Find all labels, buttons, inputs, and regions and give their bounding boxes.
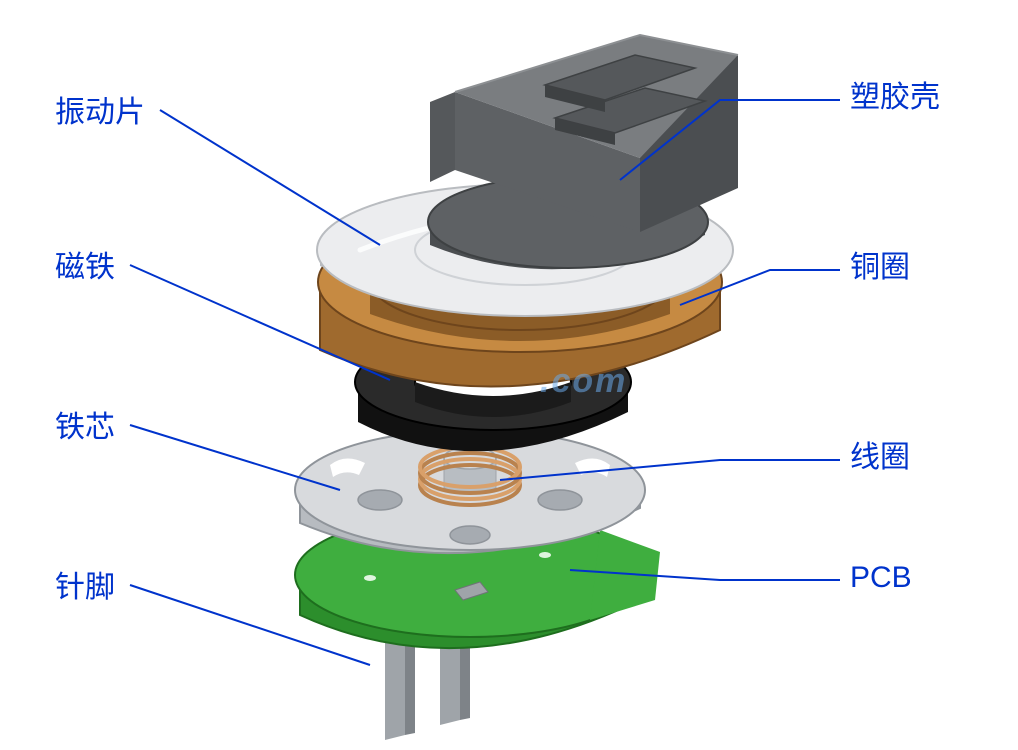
label-iron-core: 铁芯 xyxy=(55,410,115,446)
diagram-stage: 振动片 磁铁 铁芯 针脚 塑胶壳 铜圈 线圈 PCB .com xyxy=(0,0,1018,750)
label-coil: 线圈 xyxy=(850,440,910,476)
label-copper-ring: 铜圈 xyxy=(850,250,910,286)
label-diaphragm: 振动片 xyxy=(55,95,145,131)
part-plastic-shell xyxy=(428,35,738,269)
label-pcb: PCB xyxy=(850,560,912,596)
label-magnet: 磁铁 xyxy=(55,250,115,286)
label-plastic-shell: 塑胶壳 xyxy=(850,80,940,116)
watermark-text: .com xyxy=(540,362,627,401)
label-pins: 针脚 xyxy=(55,570,115,606)
